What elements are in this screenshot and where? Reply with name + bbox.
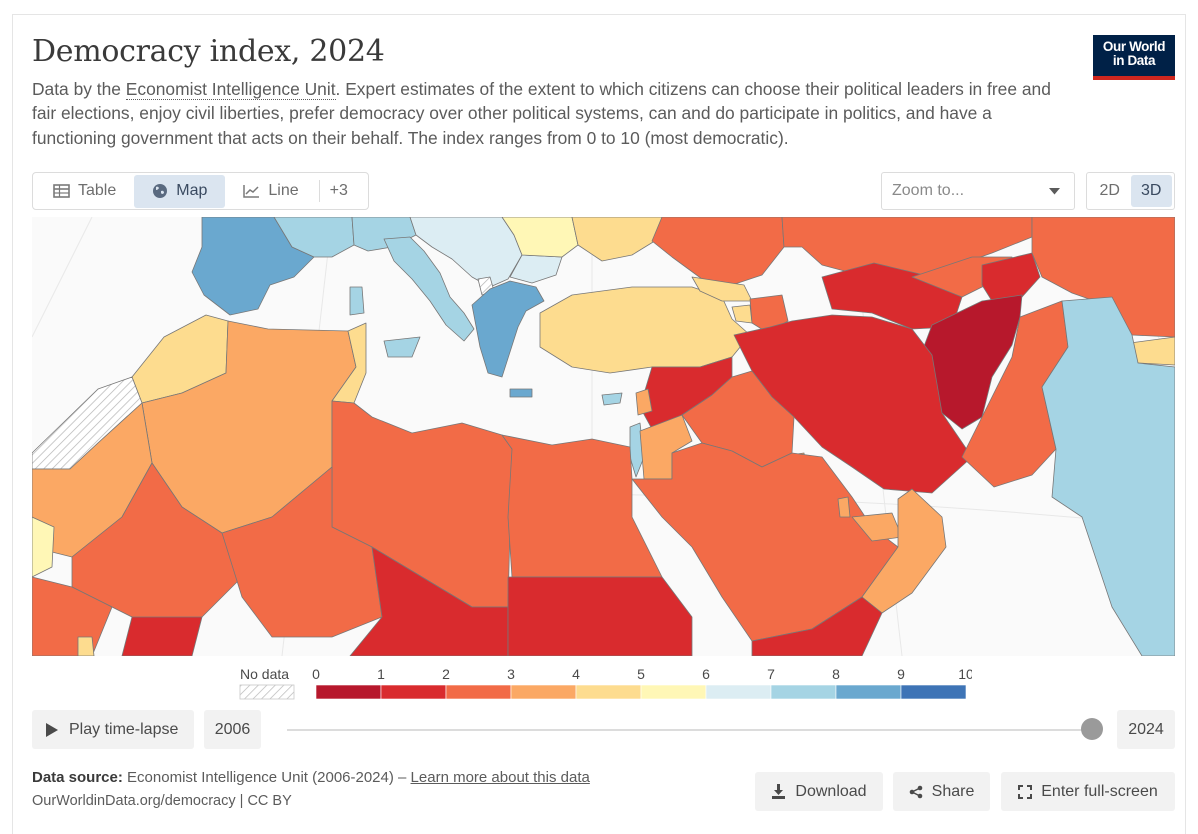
play-label: Play time-lapse: [69, 720, 179, 738]
tab-map[interactable]: Map: [134, 174, 226, 208]
region-oman[interactable]: [861, 488, 947, 614]
region-italy[interactable]: [383, 236, 475, 342]
tab-table-label: Table: [78, 182, 117, 199]
fullscreen-label: Enter full-screen: [1041, 782, 1158, 800]
globe-icon: [153, 184, 168, 198]
legend-tick-6: 6: [702, 666, 710, 682]
region-lebanon[interactable]: [635, 388, 653, 416]
region-burkina[interactable]: [121, 616, 203, 656]
start-year-box[interactable]: 2006: [204, 710, 261, 749]
map-legend: No data 0 1 2 3 4 5 6 7 8 9 10: [239, 666, 972, 700]
tab-more[interactable]: +3: [318, 180, 358, 202]
download-icon: [772, 784, 786, 799]
legend-bin-9[interactable]: [900, 684, 967, 700]
region-benin[interactable]: [77, 636, 95, 656]
tab-map-label: Map: [176, 182, 208, 199]
legend-tick-10: 10: [958, 666, 972, 682]
legend-bin-0[interactable]: [315, 684, 382, 700]
region-cyprus[interactable]: [601, 392, 623, 406]
legend-tick-3: 3: [507, 666, 515, 682]
region-yemen[interactable]: [751, 596, 883, 656]
region-france[interactable]: [273, 217, 355, 258]
chevron-down-icon: [1049, 187, 1060, 194]
tab-line[interactable]: Line: [225, 175, 316, 208]
subtitle-text: . Expert estimates of the extent to whic…: [32, 79, 1051, 148]
legend-tick-9: 9: [897, 666, 905, 682]
tab-line-label: Line: [268, 182, 299, 199]
region-india[interactable]: [1041, 296, 1175, 656]
logo-line-1: Our World: [1102, 39, 1166, 54]
legend-bin-1[interactable]: [380, 684, 447, 700]
share-button[interactable]: Share: [893, 772, 990, 811]
region-crete[interactable]: [509, 388, 533, 398]
legend-tick-7: 7: [767, 666, 775, 682]
region-ukraine[interactable]: [571, 217, 663, 262]
table-icon: [53, 184, 70, 198]
data-source-text: Economist Intelligence Unit (2006-2024) …: [122, 769, 411, 786]
download-button[interactable]: Download: [755, 772, 883, 811]
share-label: Share: [931, 782, 975, 800]
logo-line-2: in Data: [1112, 53, 1156, 68]
region-qatar[interactable]: [837, 496, 851, 518]
zoom-to-select[interactable]: Zoom to...: [881, 172, 1075, 210]
region-senegal[interactable]: [32, 516, 55, 578]
legend-ticks: 0 1 2 3 4 5 6 7 8 9 10: [312, 666, 972, 682]
projection-2d-button[interactable]: 2D: [1099, 182, 1120, 199]
region-greece[interactable]: [471, 280, 545, 378]
data-source-label: Data source:: [32, 769, 123, 786]
tab-table[interactable]: Table: [35, 175, 134, 208]
share-icon: [909, 785, 922, 798]
timeline-handle[interactable]: [1081, 718, 1103, 740]
globe-map[interactable]: [32, 217, 1175, 656]
legend-tick-2: 2: [442, 666, 450, 682]
learn-more-link[interactable]: Learn more about this data: [410, 769, 590, 786]
region-saudi-arabia[interactable]: [631, 442, 899, 642]
site-license[interactable]: OurWorldinData.org/democracy | CC BY: [32, 793, 292, 809]
download-label: Download: [795, 782, 867, 800]
fullscreen-button[interactable]: Enter full-screen: [1001, 772, 1175, 811]
subtitle-lead: Data by the: [32, 79, 126, 99]
chart-title: Democracy index, 2024: [32, 34, 385, 69]
legend-no-data-swatch: [239, 684, 295, 700]
owid-logo[interactable]: Our World in Data: [1093, 35, 1175, 80]
legend-bin-5[interactable]: [640, 684, 707, 700]
legend-tick-8: 8: [832, 666, 840, 682]
region-coast-west[interactable]: [32, 576, 113, 656]
legend-tick-0: 0: [312, 666, 320, 682]
region-turkey[interactable]: [539, 286, 751, 374]
end-year-box[interactable]: 2024: [1117, 710, 1175, 749]
legend-bin-3[interactable]: [510, 684, 577, 700]
legend-bin-4[interactable]: [575, 684, 642, 700]
legend-tick-1: 1: [377, 666, 385, 682]
legend-bin-6[interactable]: [705, 684, 772, 700]
region-egypt[interactable]: [501, 434, 663, 578]
legend-tick-5: 5: [637, 666, 645, 682]
region-sicily[interactable]: [383, 336, 421, 358]
play-timelapse-button[interactable]: Play time-lapse: [32, 710, 194, 749]
chart-type-tabs: Table Map Line +3: [32, 172, 369, 210]
legend-bin-8[interactable]: [835, 684, 902, 700]
projection-toggle: 2D 3D: [1086, 172, 1175, 210]
timeline-track[interactable]: [287, 729, 1093, 731]
region-georgia[interactable]: [691, 276, 753, 302]
play-icon: [46, 722, 58, 737]
source-link[interactable]: Economist Intelligence Unit: [125, 79, 336, 100]
region-sudan[interactable]: [507, 576, 693, 656]
legend-bin-2[interactable]: [445, 684, 512, 700]
legend-bin-7[interactable]: [770, 684, 837, 700]
expand-icon: [1018, 784, 1033, 799]
legend-tick-4: 4: [572, 666, 580, 682]
data-source-line: Data source: Economist Intelligence Unit…: [32, 769, 590, 786]
legend-bins: [315, 684, 967, 700]
projection-3d-button[interactable]: 3D: [1130, 175, 1172, 207]
region-sardinia[interactable]: [349, 286, 365, 316]
region-romania[interactable]: [501, 217, 579, 258]
chart-subtitle: Data by the Economist Intelligence Unit.…: [32, 77, 1072, 150]
region-chad[interactable]: [349, 546, 509, 656]
zoom-placeholder: Zoom to...: [892, 182, 965, 199]
legend-no-data-label: No data: [240, 666, 289, 682]
line-chart-icon: [243, 185, 260, 198]
